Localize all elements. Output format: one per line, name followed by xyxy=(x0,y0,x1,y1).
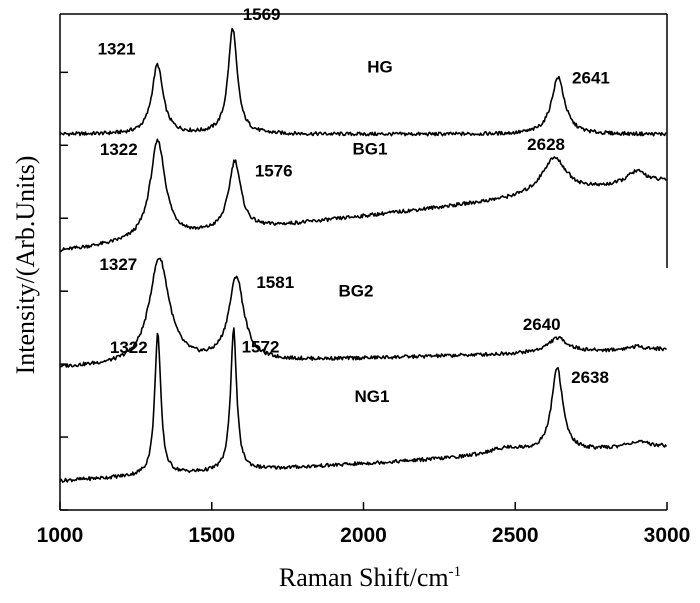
spectrum-line-HG xyxy=(59,27,667,137)
x-tick-label-1500: 1500 xyxy=(188,524,235,547)
spectrum-line-BG2 xyxy=(59,257,668,368)
x-axis-title-main: Raman Shift/cm xyxy=(279,563,449,592)
y-axis-title: Intensity/(Arb.Units) xyxy=(11,156,40,375)
x-tick-label-3000: 3000 xyxy=(644,524,691,547)
series-label-NG1: NG1 xyxy=(355,387,390,406)
peak-label-HG-1321: 1321 xyxy=(98,39,136,58)
peak-label-NG1-1572: 1572 xyxy=(242,338,280,357)
x-ticks: 1000 1500 2000 2500 3000 xyxy=(37,502,691,547)
y-ticks xyxy=(60,71,68,511)
peak-label-HG-1569: 1569 xyxy=(243,5,281,24)
x-tick-label-1000: 1000 xyxy=(37,524,84,547)
peak-label-BG2-1581: 1581 xyxy=(256,273,294,292)
series-label-BG1: BG1 xyxy=(353,139,388,158)
x-tick-label-2500: 2500 xyxy=(492,524,539,547)
peak-label-BG1-1322: 1322 xyxy=(100,140,138,159)
peak-label-BG1-2628: 2628 xyxy=(527,135,565,154)
peak-label-BG2-2640: 2640 xyxy=(523,315,561,334)
peak-label-HG-2641: 2641 xyxy=(572,68,610,87)
series-layer: 1321 1569 2641 HG 1322 1576 2628 BG1 1327 1581 264… xyxy=(59,5,668,483)
peak-label-NG1-2638: 2638 xyxy=(571,368,609,387)
x-axis-title: Raman Shift/cm-1 xyxy=(279,563,461,592)
peak-label-BG2-1327: 1327 xyxy=(99,255,137,274)
peak-label-BG1-1576: 1576 xyxy=(255,161,293,180)
x-tick-label-2000: 2000 xyxy=(340,524,387,547)
series-label-HG: HG xyxy=(367,57,393,76)
series-label-BG2: BG2 xyxy=(339,282,374,301)
spectrum-line-BG1 xyxy=(59,138,667,253)
spectrum-line-NG1 xyxy=(59,327,668,483)
x-axis-title-superscript: -1 xyxy=(449,564,462,580)
peak-label-NG1-1322: 1322 xyxy=(110,338,148,357)
